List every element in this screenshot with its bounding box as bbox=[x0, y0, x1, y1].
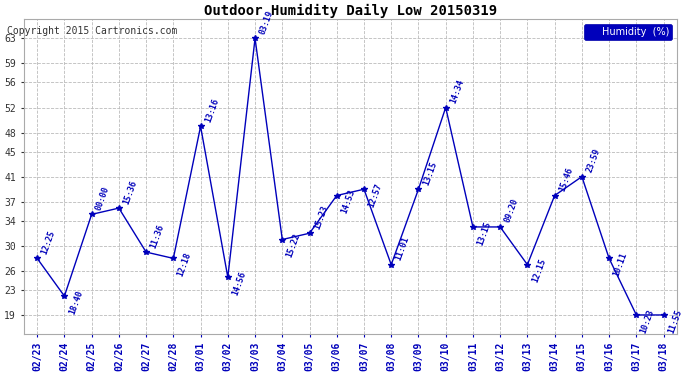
Text: 11:01: 11:01 bbox=[394, 236, 411, 262]
Text: 12:57: 12:57 bbox=[367, 182, 384, 209]
Text: 00:00: 00:00 bbox=[95, 185, 111, 211]
Text: 11:36: 11:36 bbox=[149, 223, 166, 249]
Title: Outdoor Humidity Daily Low 20150319: Outdoor Humidity Daily Low 20150319 bbox=[204, 4, 497, 18]
Text: 11:55: 11:55 bbox=[667, 308, 683, 334]
Text: 15:23: 15:23 bbox=[313, 204, 329, 231]
Text: 14:53: 14:53 bbox=[339, 188, 357, 215]
Text: 10:23: 10:23 bbox=[639, 308, 656, 334]
Text: Copyright 2015 Cartronics.com: Copyright 2015 Cartronics.com bbox=[7, 26, 177, 36]
Text: 12:25: 12:25 bbox=[40, 229, 57, 256]
Text: 15:22: 15:22 bbox=[285, 232, 302, 259]
Text: 13:16: 13:16 bbox=[204, 97, 220, 124]
Text: 14:34: 14:34 bbox=[448, 78, 466, 105]
Text: 13:15: 13:15 bbox=[475, 220, 493, 246]
Text: 15:36: 15:36 bbox=[121, 179, 139, 205]
Legend: Humidity  (%): Humidity (%) bbox=[584, 24, 672, 40]
Text: 03:19: 03:19 bbox=[258, 9, 275, 36]
Text: 13:15: 13:15 bbox=[421, 160, 438, 186]
Text: 23:59: 23:59 bbox=[584, 147, 602, 174]
Text: 15:46: 15:46 bbox=[558, 166, 574, 193]
Text: 18:40: 18:40 bbox=[67, 289, 84, 315]
Text: 10:11: 10:11 bbox=[612, 251, 629, 278]
Text: 09:20: 09:20 bbox=[503, 198, 520, 224]
Text: 12:18: 12:18 bbox=[176, 251, 193, 278]
Text: 14:56: 14:56 bbox=[230, 270, 248, 297]
Text: 12:15: 12:15 bbox=[530, 258, 547, 284]
